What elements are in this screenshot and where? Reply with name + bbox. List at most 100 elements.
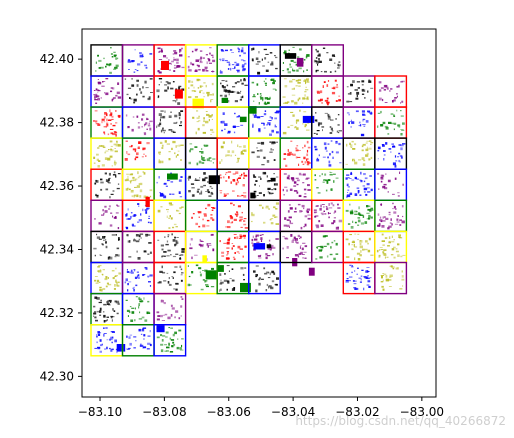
building-mark xyxy=(126,93,129,96)
building-mark xyxy=(189,243,191,246)
building-mark xyxy=(241,173,243,176)
building-mark xyxy=(238,177,241,179)
building-mark xyxy=(331,91,336,95)
building-mark xyxy=(114,275,118,277)
building-mark xyxy=(271,78,275,81)
building-mark xyxy=(144,124,145,127)
building-mark xyxy=(401,155,403,157)
building-mark xyxy=(366,284,370,286)
building-mark xyxy=(95,120,98,123)
building-mark xyxy=(144,123,146,125)
building-mark xyxy=(396,93,398,95)
building-mark xyxy=(146,128,148,130)
building-mark xyxy=(137,147,140,149)
building-mark xyxy=(104,92,106,94)
building-mark xyxy=(156,318,160,321)
building-mark xyxy=(93,315,95,317)
building-mark xyxy=(168,69,171,71)
building-mark xyxy=(127,59,131,61)
building-mark xyxy=(105,65,107,68)
building-mark xyxy=(243,172,245,175)
building-mark xyxy=(399,219,402,221)
building-mark xyxy=(170,314,173,317)
building-mark xyxy=(321,213,324,216)
building-mark xyxy=(382,251,385,254)
building-patch xyxy=(156,325,165,333)
building-mark xyxy=(224,128,226,130)
building-mark xyxy=(111,336,114,338)
building-mark xyxy=(117,281,120,284)
building-mark xyxy=(394,97,397,99)
building-mark xyxy=(191,216,193,219)
building-mark xyxy=(240,124,244,126)
building-mark xyxy=(385,275,388,278)
building-mark xyxy=(393,246,396,249)
building-mark xyxy=(239,54,241,57)
building-mark xyxy=(240,226,243,228)
building-mark xyxy=(328,160,331,164)
building-mark xyxy=(352,148,356,150)
building-mark xyxy=(367,208,371,211)
building-mark xyxy=(329,174,333,176)
building-mark xyxy=(251,212,253,215)
building-mark xyxy=(219,273,222,276)
building-mark xyxy=(130,271,134,274)
building-mark xyxy=(176,66,179,68)
building-mark xyxy=(157,70,160,73)
building-mark xyxy=(169,351,174,353)
building-mark xyxy=(203,184,206,187)
building-mark xyxy=(339,162,342,164)
building-mark xyxy=(368,111,370,113)
building-mark xyxy=(227,281,230,284)
building-mark xyxy=(388,240,391,244)
building-mark xyxy=(103,333,105,337)
building-mark xyxy=(148,217,150,219)
building-mark xyxy=(220,121,223,124)
building-mark xyxy=(364,97,366,99)
building-mark xyxy=(326,242,330,246)
building-mark xyxy=(138,141,142,144)
building-mark xyxy=(110,47,112,49)
building-mark xyxy=(210,234,213,236)
building-mark xyxy=(129,271,131,274)
building-mark xyxy=(142,346,147,349)
building-mark xyxy=(138,183,140,185)
building-mark xyxy=(130,98,133,100)
building-mark xyxy=(356,287,359,290)
building-mark xyxy=(315,224,319,227)
building-mark xyxy=(272,192,274,194)
building-mark xyxy=(157,96,160,99)
building-mark xyxy=(335,151,339,154)
building-mark xyxy=(239,235,243,238)
building-mark xyxy=(133,238,135,240)
building-mark xyxy=(260,141,265,145)
building-mark xyxy=(196,190,199,193)
building-mark xyxy=(174,244,176,247)
building-mark xyxy=(191,271,194,274)
building-mark xyxy=(138,296,141,300)
building-mark xyxy=(115,143,119,147)
building-mark xyxy=(388,121,392,124)
building-mark xyxy=(115,279,117,283)
building-mark xyxy=(361,84,364,86)
building-mark xyxy=(304,98,308,100)
building-mark xyxy=(324,146,327,150)
building-mark xyxy=(319,175,321,177)
building-mark xyxy=(94,97,96,99)
building-mark xyxy=(172,100,176,102)
building-mark xyxy=(222,58,225,60)
building-mark xyxy=(206,91,210,94)
building-mark xyxy=(265,205,269,207)
building-mark xyxy=(160,110,164,112)
building-mark xyxy=(338,61,341,63)
building-mark xyxy=(103,327,105,329)
building-mark xyxy=(103,131,106,134)
building-mark xyxy=(391,235,393,238)
y-tick-label: 42.36 xyxy=(40,179,74,193)
building-mark xyxy=(147,253,150,255)
building-mark xyxy=(93,90,96,91)
building-mark xyxy=(286,176,290,180)
building-mark xyxy=(219,94,223,97)
building-mark xyxy=(126,309,130,312)
building-mark xyxy=(367,277,370,280)
